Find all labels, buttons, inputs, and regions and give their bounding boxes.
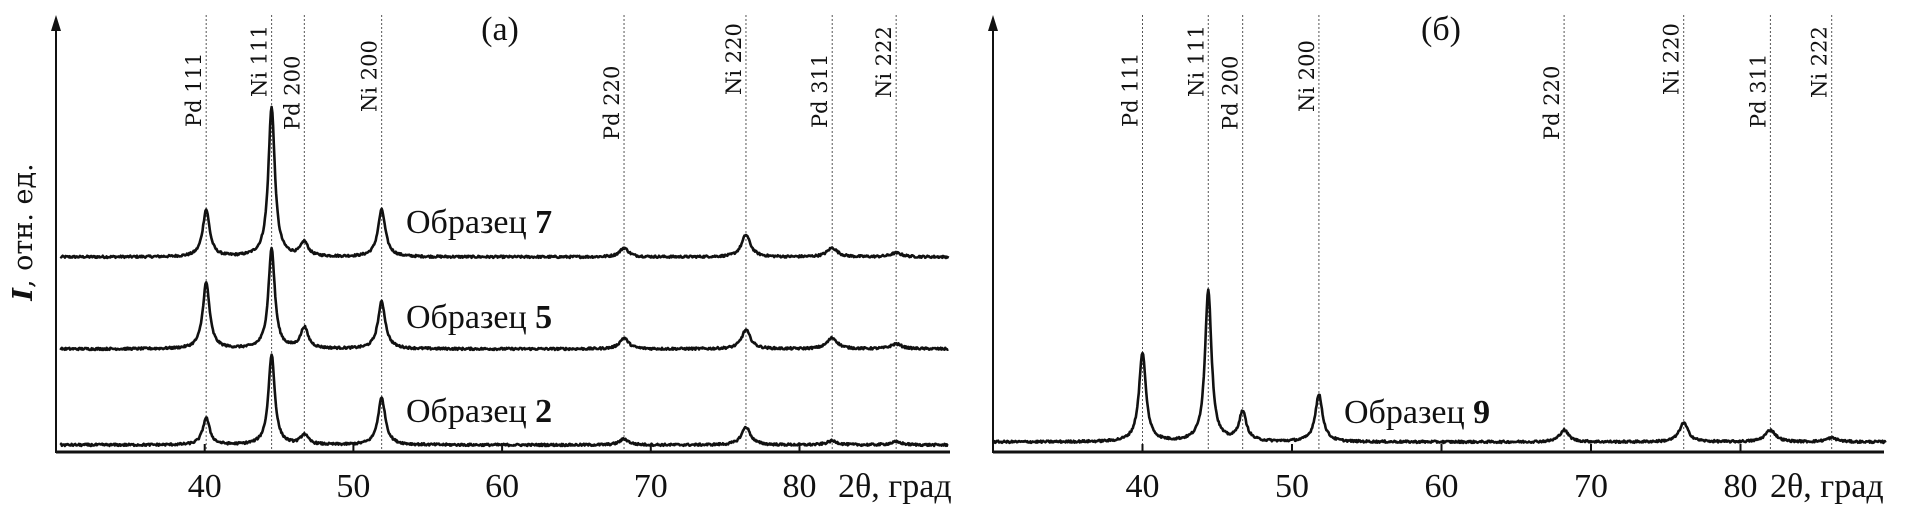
x-tick-label: 70 bbox=[1574, 468, 1608, 505]
series-line-5 bbox=[59, 246, 949, 352]
reflection-label: Ni 220 bbox=[722, 23, 746, 95]
series-label: Образец 5 bbox=[406, 299, 552, 336]
reflection-label: Pd 311 bbox=[1746, 54, 1770, 128]
x-tick-label: 60 bbox=[1425, 468, 1459, 505]
series-label: Образец 2 bbox=[406, 393, 552, 430]
reflection-label: Pd 111 bbox=[1119, 53, 1143, 127]
x-tick-label: 80 bbox=[783, 468, 817, 505]
panel-label: (б) bbox=[1421, 11, 1461, 48]
reflection-label: Pd 220 bbox=[600, 66, 624, 140]
reflection-label: Ni 111 bbox=[248, 25, 272, 97]
reflection-label: Pd 111 bbox=[182, 53, 206, 127]
reflection-label: Ni 200 bbox=[1295, 40, 1319, 112]
x-tick-label: 50 bbox=[336, 468, 370, 505]
reflection-label: Ni 222 bbox=[1808, 26, 1832, 98]
reflection-label: Ni 220 bbox=[1660, 23, 1684, 95]
series-label: Образец 7 bbox=[406, 204, 552, 241]
panel-label: (a) bbox=[481, 11, 519, 48]
series-label-text: Образец bbox=[406, 299, 527, 336]
x-axis-label: 2θ, град bbox=[838, 468, 952, 505]
series-line-7 bbox=[59, 105, 950, 260]
y-axis-arrow-icon bbox=[988, 15, 998, 31]
series-label-number: 2 bbox=[535, 393, 552, 430]
series-label-text: Образец bbox=[406, 393, 527, 430]
panel-a: Pd 111 Ni 111 Pd 200 Ni 200 Pd 220 Ni 220 Pd 3… bbox=[8, 11, 952, 505]
series-label: Образец 9 bbox=[1344, 394, 1490, 431]
series-label-space bbox=[527, 204, 536, 241]
reflection-label: Ni 111 bbox=[1184, 25, 1208, 97]
x-tick-label: 60 bbox=[485, 468, 519, 505]
y-axis-symbol: I bbox=[8, 287, 39, 302]
series-line-2 bbox=[59, 353, 949, 448]
reflection-label: Pd 311 bbox=[808, 54, 832, 128]
series-line-9 bbox=[992, 288, 1887, 445]
series-label-text: Образец bbox=[1344, 394, 1465, 431]
y-axis-label: I, отн. ед. bbox=[8, 163, 39, 301]
reflection-label: Ni 200 bbox=[358, 40, 382, 112]
y-axis-units: , отн. ед. bbox=[8, 163, 39, 288]
reflection-label: Pd 200 bbox=[280, 56, 304, 130]
x-tick-label: 70 bbox=[634, 468, 668, 505]
series-label-space bbox=[1465, 394, 1474, 431]
panel-b: Pd 111 Ni 111 Pd 200 Ni 200 Pd 220 Ni 220 Pd 3… bbox=[988, 11, 1887, 505]
x-tick-label: 80 bbox=[1724, 468, 1758, 505]
reflection-label: Ni 222 bbox=[872, 26, 896, 98]
series-label-space bbox=[527, 299, 536, 336]
reflection-label: Pd 220 bbox=[1540, 66, 1564, 140]
series-label-number: 5 bbox=[535, 299, 552, 336]
series-label-number: 9 bbox=[1473, 394, 1490, 431]
x-tick-label: 40 bbox=[1126, 468, 1160, 505]
x-tick-label: 40 bbox=[188, 468, 222, 505]
series-label-space bbox=[527, 393, 536, 430]
series-label-number: 7 bbox=[535, 204, 552, 241]
x-tick-label: 50 bbox=[1275, 468, 1309, 505]
y-axis-arrow-icon bbox=[51, 15, 61, 31]
reflection-label: Pd 200 bbox=[1219, 56, 1243, 130]
x-axis-label: 2θ, град bbox=[1770, 468, 1884, 505]
series-label-text: Образец bbox=[406, 204, 527, 241]
